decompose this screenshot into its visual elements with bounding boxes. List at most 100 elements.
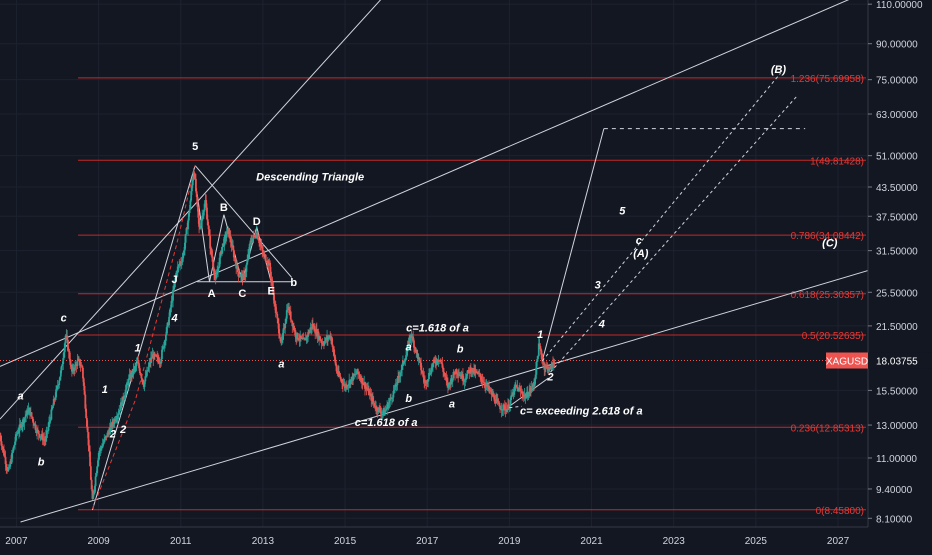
- candle-body: [352, 374, 355, 381]
- candle-body: [399, 372, 402, 377]
- candle-body: [265, 260, 268, 263]
- trend-line[interactable]: [541, 128, 605, 362]
- candle-body: [308, 330, 311, 334]
- candle-body: [74, 364, 76, 371]
- candle-body: [188, 209, 191, 214]
- candle-body: [447, 382, 450, 388]
- candle-body: [72, 367, 75, 371]
- candle-body: [275, 312, 278, 315]
- candle-body: [329, 335, 332, 339]
- candle-body: [257, 238, 260, 241]
- time-axis[interactable]: 2007 2009 2011 2013 2015 2017 2019 2021 2023 2025…: [0, 526, 932, 550]
- candle-body: [297, 339, 300, 341]
- candle-body: [341, 382, 344, 386]
- candle-body: [116, 415, 119, 419]
- candle-body: [117, 413, 120, 416]
- candle-body: [490, 390, 493, 395]
- candle-body: [203, 203, 206, 211]
- candle-body: [0, 436, 2, 442]
- trend-line[interactable]: [194, 165, 293, 278]
- candle-body: [172, 286, 175, 290]
- candle-body: [406, 345, 409, 352]
- candle-body: [311, 324, 314, 328]
- time-tick-label: 2025: [745, 536, 768, 547]
- price-axis[interactable]: 110.00000 90.00000 75.00000 63.00000 51.0000…: [867, 0, 932, 550]
- time-tick-label: 2015: [334, 536, 357, 547]
- candle-body: [102, 442, 105, 445]
- candle-body: [237, 272, 240, 277]
- projection-line[interactable]: [509, 405, 522, 409]
- trend-line[interactable]: [91, 165, 196, 511]
- candle-body: [255, 237, 257, 238]
- wave-label: (A): [633, 248, 649, 260]
- candle-body: [518, 388, 520, 392]
- candle-body: [84, 394, 87, 409]
- time-tick-label: 2009: [87, 536, 110, 547]
- candle-body: [480, 376, 483, 380]
- projection-lines[interactable]: [509, 72, 798, 409]
- candle-body: [305, 336, 308, 341]
- candle-body: [445, 376, 448, 380]
- candle-body: [97, 452, 100, 461]
- candle-body: [9, 461, 12, 467]
- impulse-guide[interactable]: [91, 165, 196, 509]
- candle-body: [14, 434, 17, 442]
- projection-line[interactable]: [541, 72, 781, 362]
- candle-body: [86, 426, 89, 433]
- wave-label: a: [449, 399, 455, 411]
- candle-body: [479, 373, 482, 377]
- candle-body: [59, 376, 61, 381]
- candle-body: [518, 388, 521, 390]
- candle-body: [210, 249, 213, 257]
- projection-line[interactable]: [550, 95, 798, 373]
- candle-body: [469, 367, 472, 373]
- fibonacci-levels[interactable]: 1.236(75.69958) 1(49.81428) 0.786(34.08442…: [78, 74, 866, 517]
- candle-body: [452, 371, 455, 379]
- candle-body: [48, 421, 50, 427]
- candle-body: [544, 365, 547, 369]
- candle-body: [335, 365, 338, 372]
- candle-body: [272, 286, 275, 295]
- candle-body: [142, 379, 144, 384]
- candle-body: [432, 363, 434, 368]
- wave-label: 1: [102, 384, 108, 396]
- candle-body: [248, 244, 251, 253]
- candle-body: [138, 368, 141, 374]
- candle-body: [458, 374, 461, 376]
- candle-body: [551, 362, 554, 370]
- candle-body: [410, 334, 413, 339]
- candle-body: [543, 362, 546, 370]
- candle-body: [250, 240, 253, 242]
- candle-body: [206, 219, 209, 226]
- wave-label: 1: [135, 342, 141, 354]
- candle-body: [150, 357, 153, 359]
- trend-line[interactable]: [20, 263, 892, 523]
- time-tick-label: 2021: [580, 536, 603, 547]
- candle-body: [133, 367, 136, 372]
- trend-line[interactable]: [0, 0, 854, 367]
- candle-body: [6, 466, 9, 471]
- candle-body: [66, 335, 69, 341]
- candle-body: [88, 445, 91, 452]
- candle-body: [31, 416, 34, 419]
- candle-body: [234, 257, 237, 263]
- candle-body: [356, 369, 359, 373]
- candle-body: [32, 418, 35, 423]
- candle-body: [104, 437, 106, 439]
- candle-body: [172, 289, 174, 301]
- candle-body: [271, 283, 274, 287]
- candle-body: [433, 359, 436, 361]
- candle-body: [285, 310, 288, 319]
- candle-body: [541, 354, 543, 360]
- candle-body: [223, 237, 226, 246]
- candle-body: [503, 405, 506, 411]
- price-tick-label: 75.00000: [876, 76, 918, 87]
- candle-body: [127, 378, 130, 386]
- candle-body: [506, 409, 509, 412]
- candle-body: [498, 402, 501, 407]
- candle-body: [519, 389, 522, 392]
- trend-line[interactable]: [0, 0, 444, 420]
- candle-body: [96, 466, 99, 474]
